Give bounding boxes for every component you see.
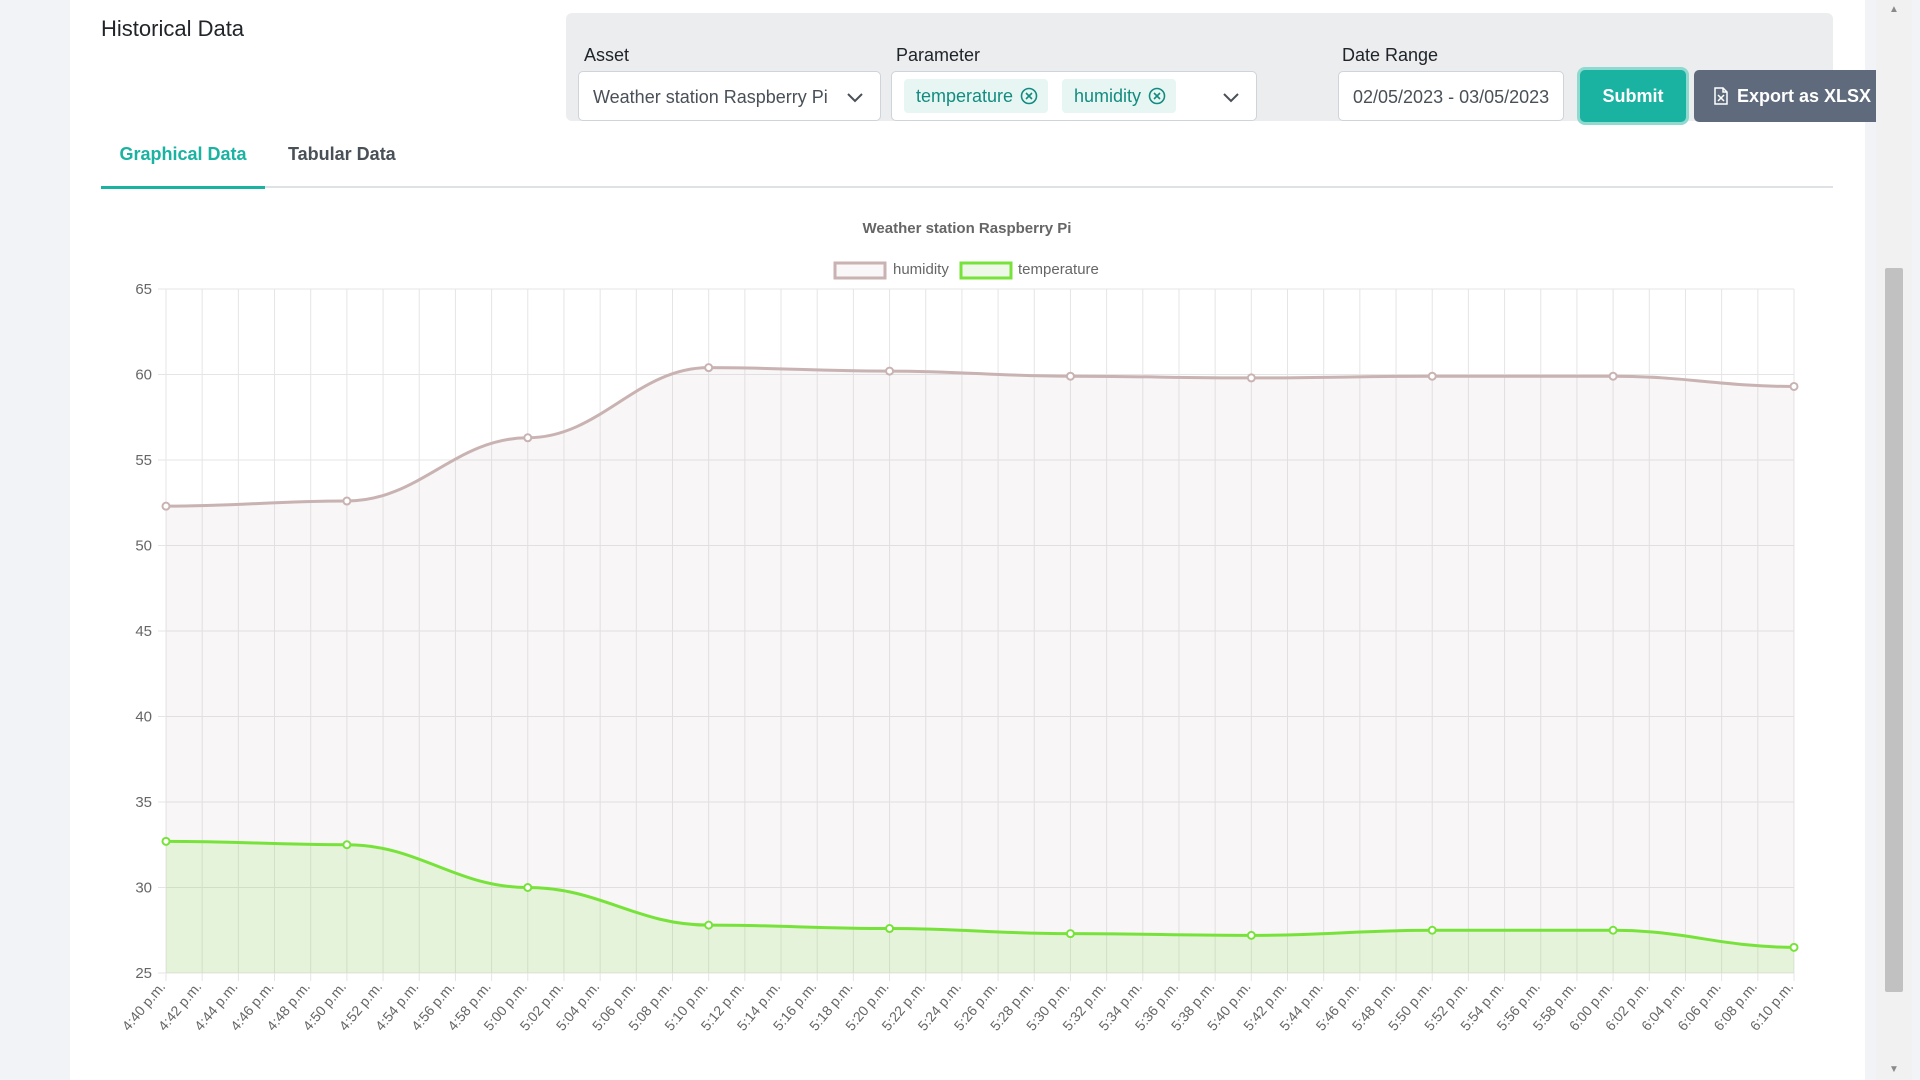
data-point-humidity[interactable] [1608, 371, 1618, 381]
export-button-label: Export as XLSX [1736, 85, 1872, 106]
y-tick-label: 40 [135, 709, 152, 726]
data-tabs: Graphical Data Tabular Data [101, 132, 1833, 189]
data-point-humidity[interactable] [885, 366, 895, 376]
data-point-temperature[interactable] [1427, 925, 1437, 935]
legend-label-temperature: temperature [1018, 261, 1099, 278]
parameter-tag-label: temperature [916, 85, 1014, 106]
submit-button-label: Submit [1602, 85, 1664, 106]
y-tick-label: 60 [135, 367, 152, 384]
chart-points [161, 363, 1799, 952]
x-axis: 4:40 p.m.4:42 p.m.4:44 p.m.4:46 p.m.4:48… [119, 979, 1797, 1034]
asset-select[interactable]: Weather station Raspberry Pi [578, 71, 881, 121]
scroll-down-arrow-icon[interactable]: ▼ [1889, 1064, 1899, 1075]
parameter-label: Parameter [896, 45, 981, 65]
date-range-input[interactable]: 02/05/2023 - 03/05/2023 [1338, 71, 1564, 121]
date-range-label: Date Range [1342, 45, 1439, 65]
parameter-tag-label: humidity [1074, 85, 1142, 106]
tab-tabular-data[interactable]: Tabular Data [288, 144, 396, 164]
y-tick-label: 35 [135, 794, 152, 811]
chart-title: Weather station Raspberry Pi [863, 220, 1072, 237]
chevron-down-icon [847, 93, 863, 103]
data-point-temperature[interactable] [342, 840, 352, 850]
y-tick-label: 25 [135, 965, 152, 982]
chart-legend: humidity temperature [833, 261, 1099, 280]
legend-swatch-humidity[interactable] [833, 261, 887, 280]
data-point-humidity[interactable] [342, 496, 352, 506]
data-point-temperature[interactable] [523, 883, 533, 892]
chart-areas [166, 367, 1794, 973]
y-tick-label: 45 [135, 623, 152, 640]
y-tick-label: 30 [135, 880, 152, 897]
y-tick-label: 55 [135, 452, 152, 469]
series-area-temperature [166, 841, 1794, 973]
y-tick-label: 65 [135, 281, 152, 298]
y-axis: 25 30 35 40 45 50 55 60 65 [135, 281, 152, 982]
filter-panel: Asset Weather station Raspberry Pi Param… [566, 13, 1890, 122]
data-point-humidity[interactable] [1065, 371, 1075, 381]
y-tick-label: 50 [135, 538, 152, 555]
series-area-humidity [166, 367, 1794, 973]
close-circle-icon[interactable] [1020, 87, 1038, 105]
series-line-temperature [165, 839, 1795, 949]
submit-button[interactable]: Submit [1580, 70, 1686, 122]
data-point-humidity[interactable] [523, 433, 533, 443]
asset-label: Asset [584, 45, 630, 65]
legend-swatch-temperature[interactable] [959, 261, 1013, 280]
data-point-temperature[interactable] [1065, 929, 1075, 939]
series-line-humidity [165, 366, 1795, 508]
data-point-humidity[interactable] [1246, 373, 1256, 383]
data-point-humidity[interactable] [1789, 381, 1799, 391]
page-title: Historical Data [101, 16, 245, 41]
main-content: Historical Data Asset Weather station Ra… [70, 0, 1890, 1080]
data-point-temperature[interactable] [885, 924, 895, 934]
tab-graphical-data[interactable]: Graphical Data [101, 144, 265, 189]
close-circle-icon[interactable] [1148, 87, 1166, 105]
data-point-humidity[interactable] [161, 501, 171, 511]
parameter-tag-temperature: temperature [904, 79, 1049, 113]
line-chart: 25 30 35 40 45 50 55 60 65 4:40 p.m.4:42 p.m.4:4… [119, 220, 1799, 1034]
parameter-tag-humidity: humidity [1062, 79, 1177, 113]
data-point-temperature[interactable] [161, 836, 171, 846]
file-excel-icon [1714, 87, 1728, 105]
export-xlsx-button[interactable]: Export as XLSX [1694, 70, 1890, 122]
date-range-value: 02/05/2023 - 03/05/2023 [1353, 87, 1550, 107]
chevron-down-icon[interactable] [1222, 88, 1240, 106]
data-point-temperature[interactable] [1608, 925, 1618, 935]
chart-lines [165, 366, 1795, 949]
data-point-temperature[interactable] [1789, 942, 1799, 952]
data-point-temperature[interactable] [704, 920, 714, 930]
data-point-temperature[interactable] [1246, 930, 1256, 940]
parameter-multiselect[interactable]: temperature humidity [891, 71, 1257, 121]
data-point-humidity[interactable] [704, 363, 714, 373]
scrollbar-thumb[interactable] [1885, 268, 1903, 992]
asset-select-value: Weather station Raspberry Pi [593, 87, 828, 107]
data-point-humidity[interactable] [1427, 371, 1437, 381]
scroll-up-arrow-icon[interactable]: ▲ [1889, 4, 1899, 15]
legend-label-humidity: humidity [893, 261, 949, 278]
